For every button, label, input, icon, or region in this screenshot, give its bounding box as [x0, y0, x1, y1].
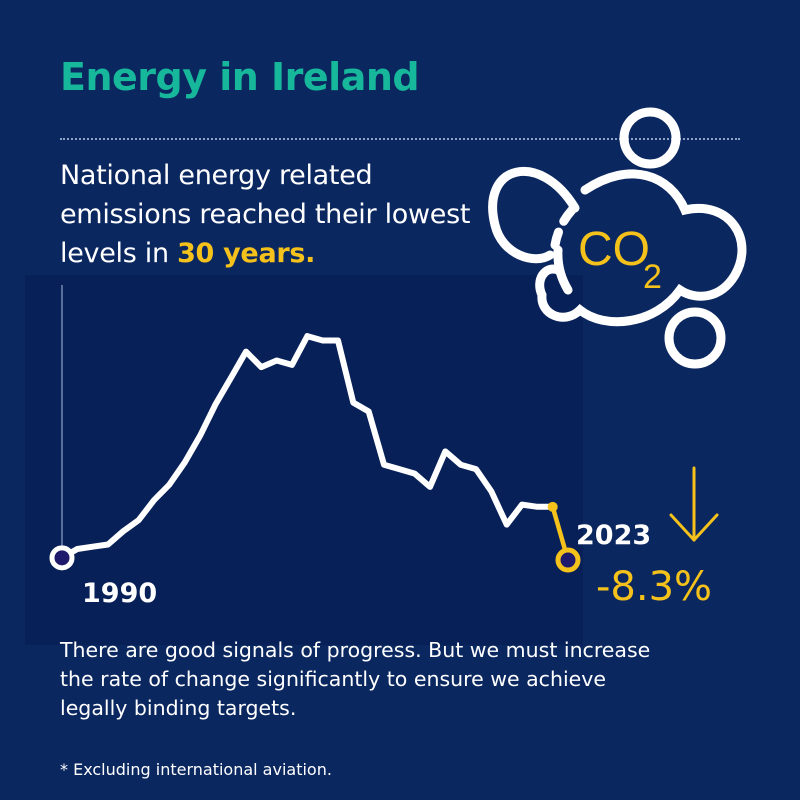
- dotted-divider: [60, 138, 740, 140]
- start-marker-1990: [49, 545, 75, 571]
- body-text: There are good signals of progress. But …: [60, 638, 651, 720]
- start-year-label: 1990: [82, 578, 158, 609]
- emissions-series-line: [59, 333, 556, 561]
- footnote: * Excluding international aviation.: [60, 760, 332, 779]
- change-percent-label: -8.3%: [596, 564, 713, 610]
- cloud-dash-icon: [550, 205, 577, 250]
- cloud-front-icon: [535, 169, 747, 327]
- bubble-top-icon: [619, 107, 681, 169]
- co2-label: CO: [578, 223, 650, 276]
- arrow-down-icon: [669, 466, 719, 542]
- page-title: Energy in Ireland: [60, 55, 420, 99]
- bubble-bottom-icon: [664, 307, 726, 369]
- marker-2022: [547, 501, 558, 512]
- co2-subscript: 2: [643, 258, 662, 296]
- cloud-arc-icon: [553, 245, 573, 295]
- end-year-label: 2023: [576, 520, 652, 551]
- cloud-back-icon: [488, 166, 580, 264]
- end-marker-2023: [555, 547, 581, 573]
- headline-text: National energy related emissions reache…: [60, 160, 471, 269]
- co2-cloud-icon: CO 2: [488, 107, 747, 369]
- headline-highlight: 30 years.: [177, 238, 316, 269]
- headline: National energy related emissions reache…: [60, 156, 480, 273]
